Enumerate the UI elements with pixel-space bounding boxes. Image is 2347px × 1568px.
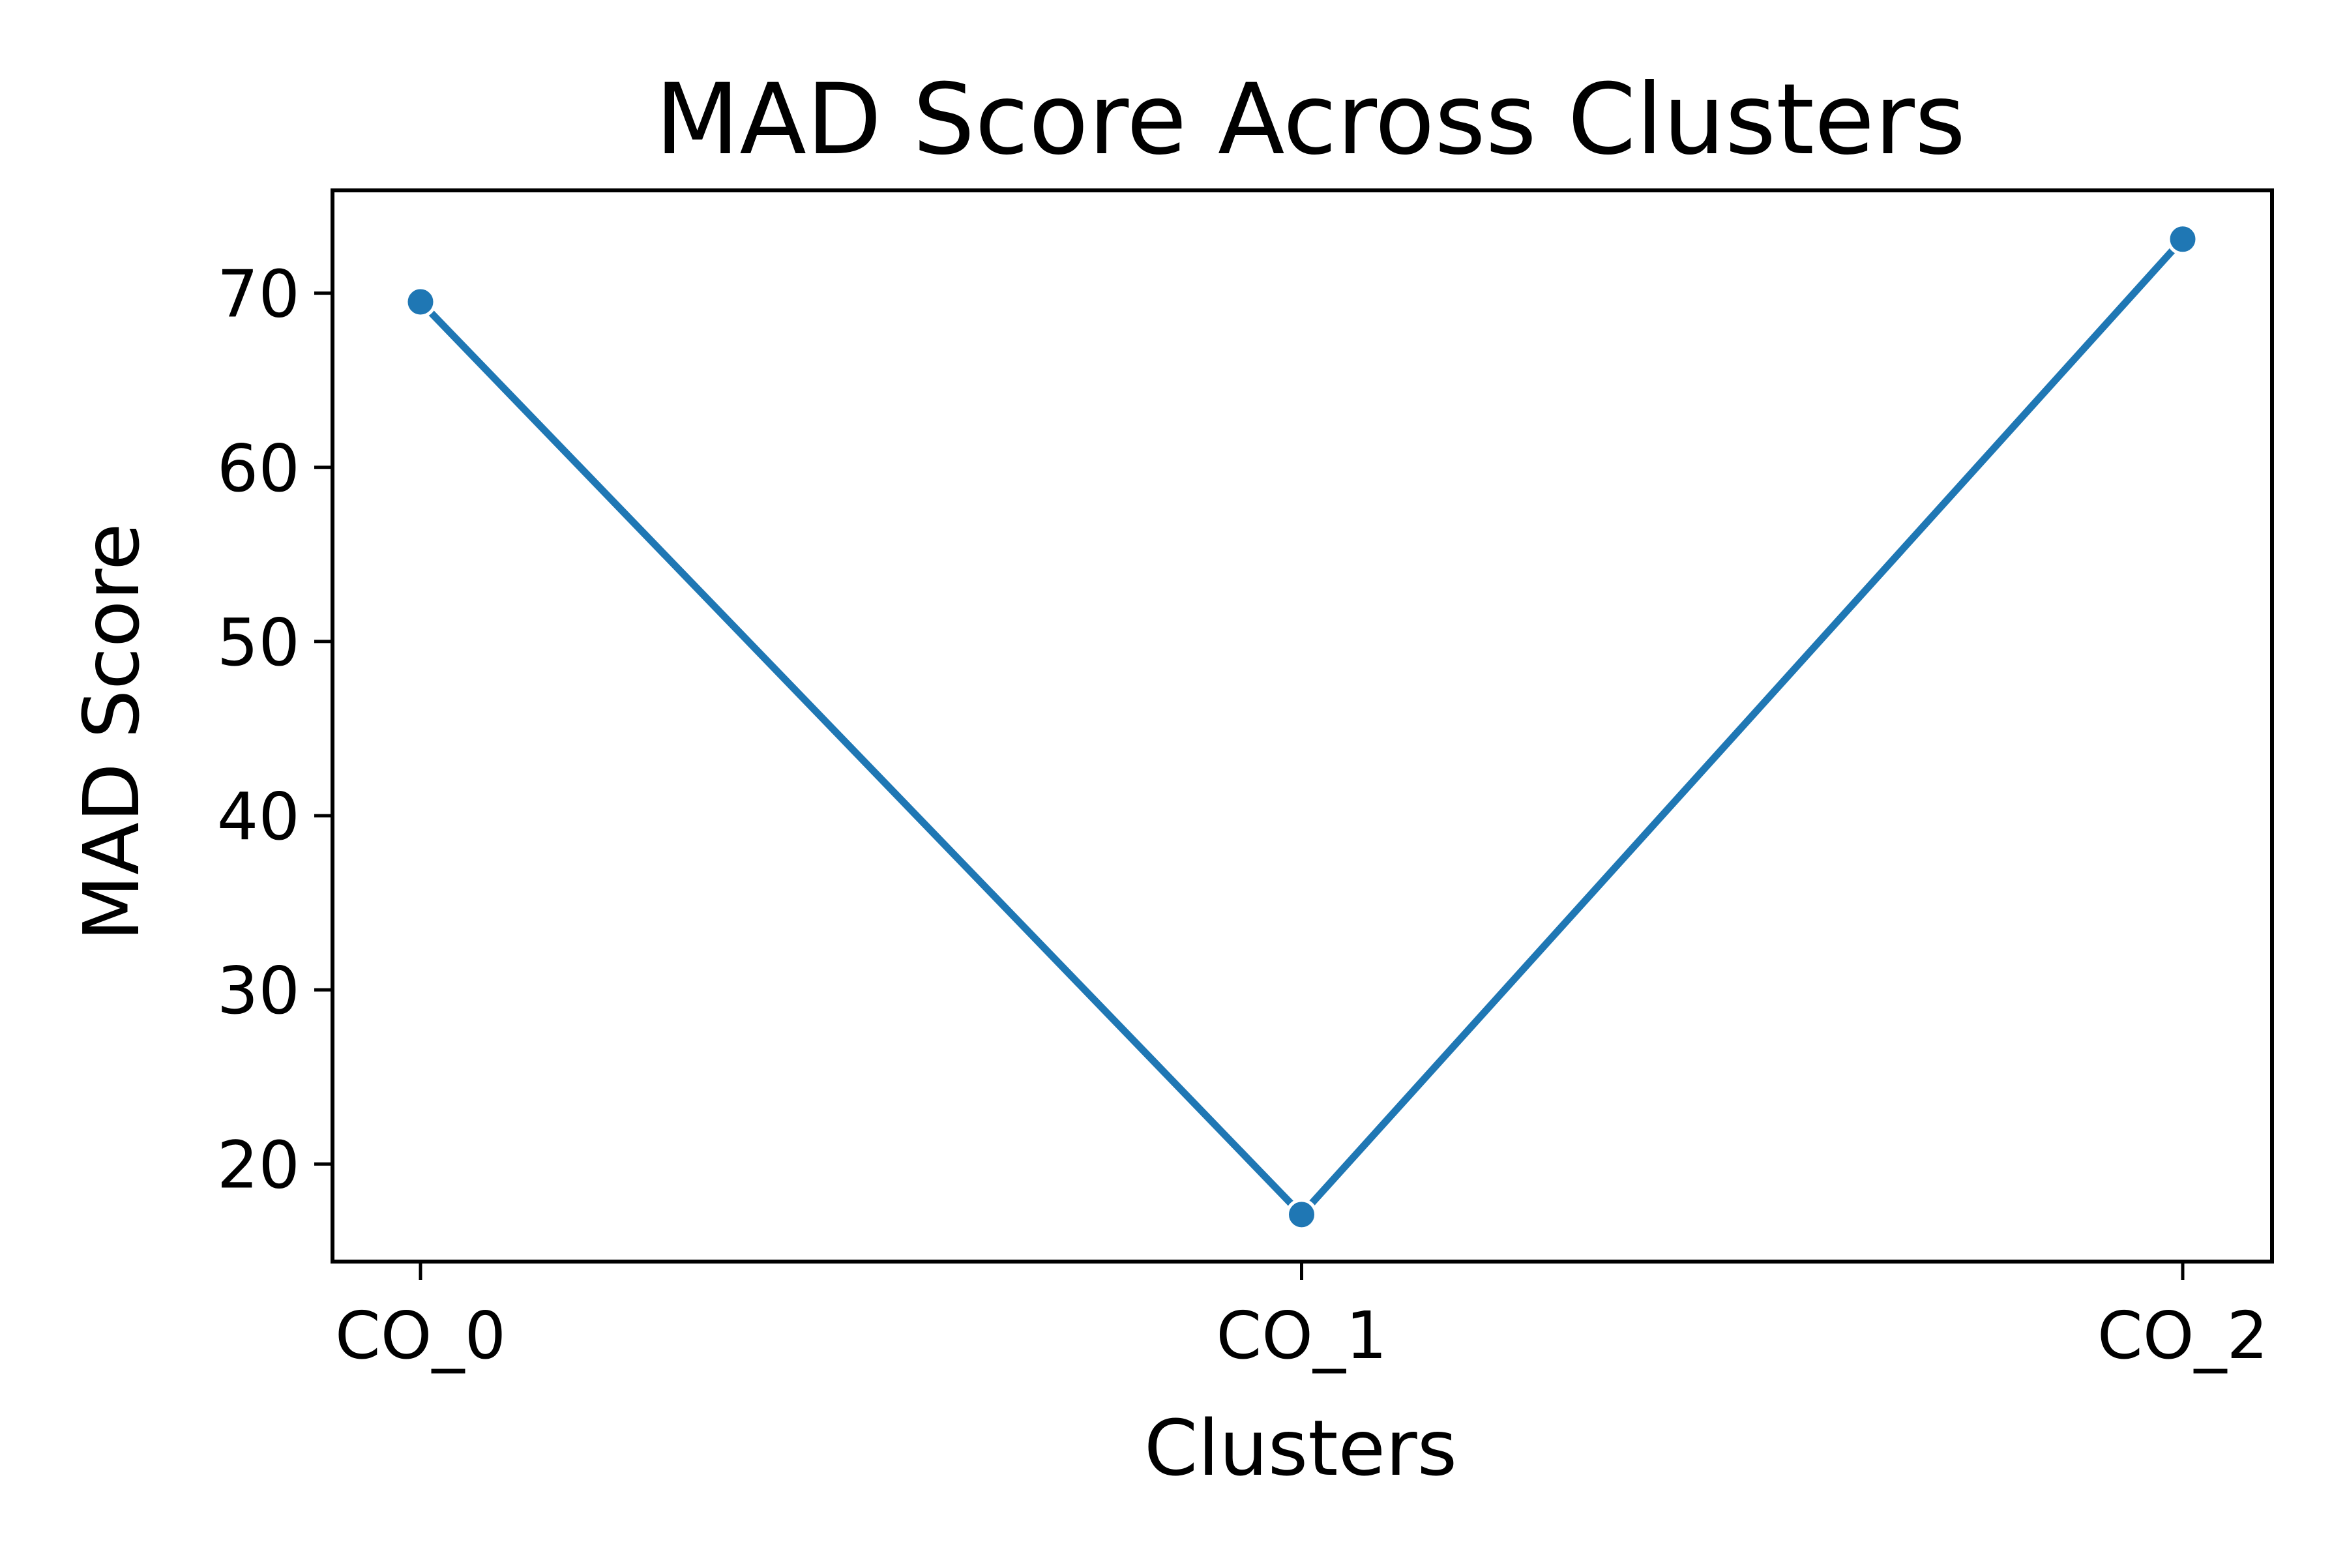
- data-point-marker: [1286, 1198, 1318, 1231]
- x-tick-label: CO_0: [335, 1297, 506, 1374]
- y-tick-label: 70: [217, 256, 300, 333]
- y-axis-label: MAD Score: [66, 523, 156, 941]
- series-line-segment: [1299, 237, 2186, 1217]
- data-point-marker: [404, 286, 437, 318]
- series-line-segment: [418, 299, 1305, 1217]
- x-tick-label: CO_2: [2097, 1297, 2268, 1374]
- plot-frame: [331, 188, 2274, 1264]
- y-tick-label: 60: [217, 430, 300, 507]
- y-tick-label: 30: [217, 953, 300, 1029]
- y-tick-label: 50: [217, 604, 300, 681]
- data-point-marker: [2166, 223, 2199, 256]
- chart-marks: 20 30 40 50 60 70 CO_0 CO_1 CO_2: [217, 223, 2268, 1374]
- x-tick-label: CO_1: [1216, 1297, 1387, 1374]
- y-tick-label: 40: [217, 778, 300, 855]
- x-axis-label: Clusters: [1144, 1403, 1457, 1493]
- chart-title: MAD Score Across Clusters: [655, 63, 1966, 177]
- y-tick-label: 20: [217, 1127, 300, 1203]
